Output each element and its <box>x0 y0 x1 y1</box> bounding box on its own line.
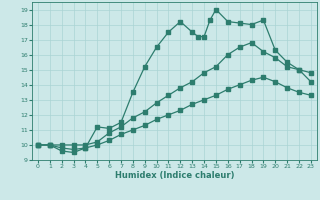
X-axis label: Humidex (Indice chaleur): Humidex (Indice chaleur) <box>115 171 234 180</box>
